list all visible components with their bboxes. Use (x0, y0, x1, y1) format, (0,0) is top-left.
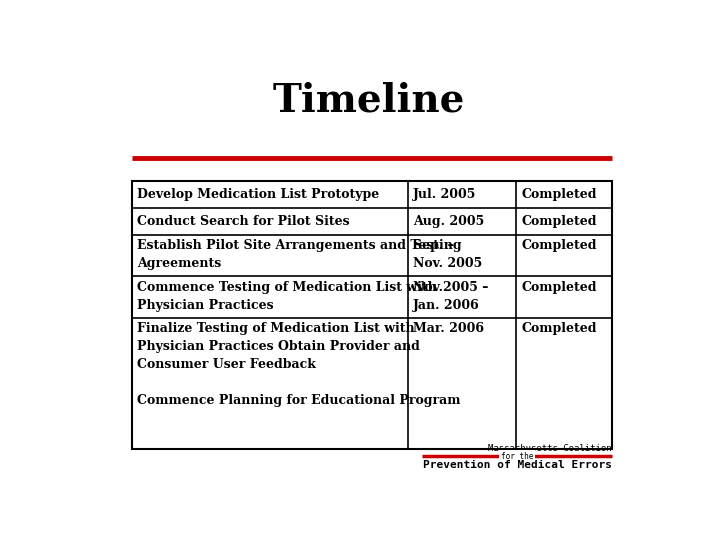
Text: Finalize Testing of Medication List with
Physician Practices Obtain Provider and: Finalize Testing of Medication List with… (138, 322, 461, 407)
Text: Conduct Search for Pilot Sites: Conduct Search for Pilot Sites (138, 215, 350, 228)
Text: Timeline: Timeline (273, 82, 465, 119)
Bar (132, 181, 612, 449)
Text: Commence Testing of Medication List with
Physician Practices: Commence Testing of Medication List with… (138, 281, 437, 312)
Text: Establish Pilot Site Arrangements and Testing
Agreements: Establish Pilot Site Arrangements and Te… (138, 239, 462, 270)
Text: Aug. 2005: Aug. 2005 (413, 215, 485, 228)
Text: Develop Medication List Prototype: Develop Medication List Prototype (138, 188, 379, 201)
Text: for the: for the (500, 451, 533, 461)
Text: Sep. –
Nov. 2005: Sep. – Nov. 2005 (413, 239, 482, 270)
Text: Completed: Completed (521, 239, 597, 252)
Text: Prevention of Medical Errors: Prevention of Medical Errors (423, 460, 612, 470)
Text: Completed: Completed (521, 188, 597, 201)
Text: Nov.2005 –
Jan. 2006: Nov.2005 – Jan. 2006 (413, 281, 489, 312)
Text: Completed: Completed (521, 215, 597, 228)
Text: Jul. 2005: Jul. 2005 (413, 188, 477, 201)
Text: Completed: Completed (521, 281, 597, 294)
Text: Massachusetts Coalition: Massachusetts Coalition (488, 444, 612, 453)
Text: Completed: Completed (521, 322, 597, 335)
Text: Mar. 2006: Mar. 2006 (413, 322, 485, 335)
